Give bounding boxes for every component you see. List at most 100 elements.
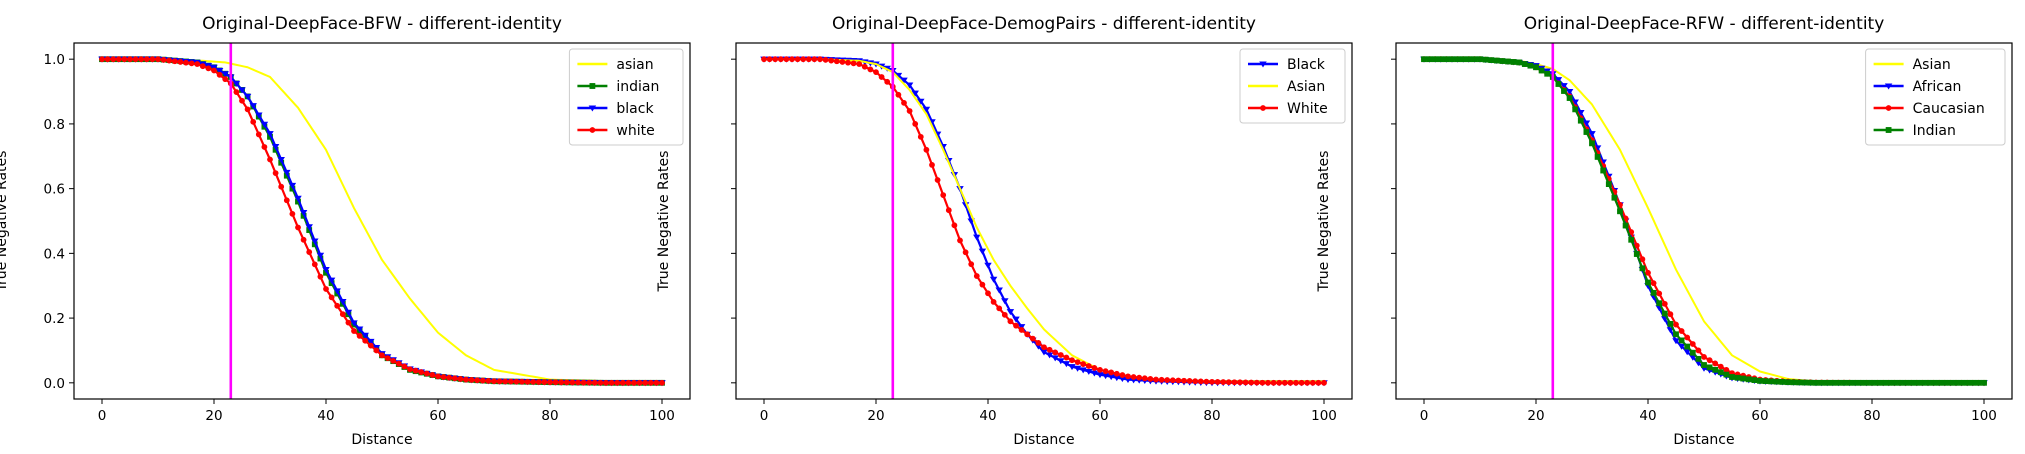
series-point-black (1057, 358, 1065, 365)
series-point-white (451, 375, 458, 382)
y-tick-label: 0.4 (44, 246, 65, 262)
series-point-white (783, 56, 790, 63)
series-point-indian (1969, 379, 1976, 386)
series-point-white (110, 56, 117, 63)
series-point-indian (1729, 374, 1735, 380)
series-point-black (984, 262, 992, 269)
series-point-white (845, 59, 851, 66)
series-point-white (384, 355, 391, 361)
series-point-white (155, 56, 161, 63)
series-point-white (194, 61, 201, 67)
x-tick-label: 20 (1527, 408, 1544, 424)
series-point-white (1158, 376, 1165, 383)
chart-title: Original-DeepFace-RFW - different-identi… (1524, 14, 1885, 34)
series-point-african (1560, 83, 1568, 90)
series-point-black (350, 320, 358, 327)
x-tick-label: 0 (760, 408, 769, 424)
series-point-indian (1947, 379, 1954, 386)
x-tick-label: 40 (1639, 408, 1656, 424)
series-point-white (895, 91, 902, 98)
series-point-white (423, 370, 430, 377)
series-point-indian (1617, 208, 1623, 215)
series-point-indian (1869, 379, 1875, 386)
series-point-white (1091, 365, 1098, 371)
series-point-indian (1673, 331, 1679, 338)
series-point-indian (1561, 88, 1567, 94)
series-point-white (1186, 378, 1193, 384)
series-point-indian (1432, 56, 1439, 63)
series-point-caucasian (1667, 311, 1674, 318)
series-point-black (973, 234, 981, 241)
series-point-white (1046, 346, 1053, 353)
series-point-white (979, 281, 986, 288)
series-point-indian (1930, 379, 1937, 386)
series-point-indian (1785, 379, 1791, 386)
series-point-white (323, 286, 329, 292)
plot-area (1420, 56, 1988, 387)
x-tick-label: 80 (541, 408, 558, 424)
series-point-white (519, 378, 525, 385)
series-point-white (766, 56, 773, 63)
series-point-white (968, 261, 975, 268)
series-point-white (901, 99, 907, 106)
series-point-white (468, 377, 475, 383)
series-indian (1421, 56, 1987, 386)
series-point-white (166, 57, 173, 64)
series-point-black (243, 93, 252, 100)
series-point-white (289, 210, 296, 217)
series-point-white (552, 379, 559, 386)
series-point-indian (1566, 95, 1573, 101)
series-point-black (294, 195, 302, 202)
x-tick-label: 60 (1751, 408, 1768, 424)
series-point-white (1074, 359, 1081, 366)
series-point-indian (1600, 167, 1607, 174)
series-point-indian (1913, 379, 1920, 386)
x-tick-label: 20 (205, 408, 222, 424)
series-point-indian (1656, 300, 1663, 307)
series-point-indian (1925, 379, 1931, 386)
legend-label-indian: Indian (1913, 123, 1956, 139)
series-point-black (1017, 324, 1026, 331)
series-point-white (1130, 374, 1137, 380)
series-point-white (1259, 379, 1266, 386)
series-point-black (271, 144, 280, 151)
y-tick-label: 0.8 (44, 117, 65, 133)
series-point-white (1203, 378, 1210, 385)
series-point-indian (1773, 378, 1780, 385)
series-point-white (311, 261, 318, 268)
series-point-white (1063, 354, 1070, 361)
series-point-white (1304, 379, 1311, 386)
series-point-white (873, 69, 879, 76)
series-point-indian (1852, 379, 1859, 386)
series-point-white (138, 56, 145, 63)
series-point-white (250, 118, 257, 125)
series-point-white (1270, 379, 1277, 386)
series-point-white (1169, 377, 1176, 384)
series-point-white (132, 56, 139, 63)
series-point-indian (1583, 129, 1590, 135)
series-point-indian (1628, 236, 1635, 243)
legend-label-black: Black (1287, 57, 1326, 73)
y-tick-label: 0.0 (44, 376, 65, 392)
series-point-black (900, 77, 908, 84)
series-point-white (395, 360, 402, 367)
x-axis-label: Distance (1673, 432, 1734, 448)
series-point-white (1029, 335, 1036, 342)
series-point-white (143, 56, 150, 63)
series-point-black (905, 82, 914, 89)
legend-box (1239, 48, 1346, 124)
series-point-indian (1611, 194, 1618, 201)
series-point-white (1298, 379, 1305, 386)
series-point-white (817, 56, 823, 63)
series-point-indian (1471, 56, 1478, 63)
series-point-black (1062, 361, 1071, 368)
series-point-white (1097, 366, 1103, 373)
series-point-indian (1757, 377, 1763, 384)
series-point-indian (1880, 379, 1887, 386)
series-point-white (580, 379, 587, 386)
series-point-white (1153, 376, 1159, 383)
series-point-indian (1801, 379, 1808, 386)
legend-box (1865, 48, 2006, 146)
x-tick-label: 20 (867, 408, 884, 424)
series-point-indian (1633, 251, 1640, 257)
